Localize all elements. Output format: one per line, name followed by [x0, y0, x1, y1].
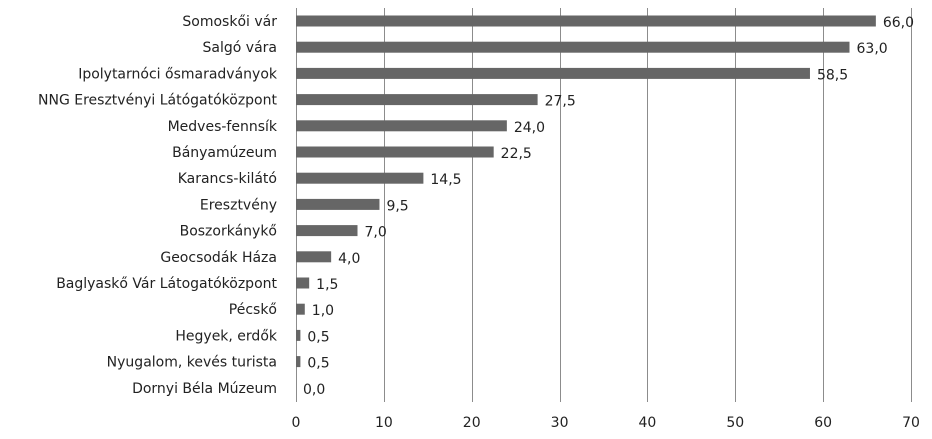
data-label: 27,5: [545, 94, 576, 110]
bar: [296, 251, 332, 263]
data-label: 0,0: [303, 382, 325, 398]
data-label: 9,5: [386, 198, 408, 214]
category-label: Dornyi Béla Múzeum: [132, 381, 277, 397]
x-tick-label: 30: [551, 415, 569, 431]
bar: [296, 225, 358, 237]
bar: [296, 303, 305, 315]
data-label: 4,0: [338, 251, 360, 267]
data-label: 14,5: [430, 172, 461, 188]
x-tick-label: 50: [726, 415, 744, 431]
category-label: Boszorkánykő: [180, 224, 277, 240]
data-label: 66,0: [883, 15, 914, 31]
data-label: 24,0: [514, 120, 545, 136]
x-tick-label: 10: [375, 415, 393, 431]
x-tick-label: 40: [639, 415, 657, 431]
category-label: Nyugalom, kevés turista: [107, 355, 277, 371]
category-labels: Somoskői vár Salgó vára Ipolytarnóci ősmar…: [38, 14, 278, 397]
x-tick-label: 0: [292, 415, 301, 431]
bar: [296, 15, 876, 27]
bar: [296, 120, 507, 132]
category-label: NNG Eresztvényi Látógatóközpont: [38, 93, 277, 109]
data-label: 1,5: [316, 277, 338, 293]
category-label: Bányamúzeum: [172, 145, 277, 161]
bar: [296, 277, 310, 289]
bar: [296, 67, 810, 79]
bars: [296, 15, 876, 368]
data-label: 1,0: [312, 303, 334, 319]
data-label: 0,5: [307, 356, 329, 372]
bar: [296, 356, 301, 368]
data-label: 63,0: [857, 41, 888, 57]
bar: [296, 329, 301, 341]
category-label: Karancs-kilátó: [178, 171, 277, 187]
category-label: Medves-fennsík: [168, 119, 278, 135]
x-axis-tick-labels: 0 10 20 30 40 50 60 70: [292, 415, 920, 431]
bar: [296, 198, 380, 210]
category-label: Eresztvény: [200, 197, 277, 213]
category-label: Ipolytarnóci ősmaradványok: [78, 66, 278, 82]
x-tick-label: 20: [463, 415, 481, 431]
data-label: 7,0: [365, 225, 387, 241]
bar: [296, 172, 424, 184]
data-label: 0,5: [307, 329, 329, 345]
x-tick-label: 60: [814, 415, 832, 431]
category-label: Somoskői vár: [182, 14, 277, 30]
category-label: Hegyek, erdők: [175, 328, 278, 344]
category-label: Geocsodák Háza: [160, 250, 277, 266]
bar: [296, 41, 850, 53]
data-label: 22,5: [501, 146, 532, 162]
bar: [296, 94, 538, 106]
category-label: Baglyaskő Vár Látogatóközpont: [56, 276, 277, 292]
x-tick-label: 70: [902, 415, 920, 431]
category-label: Salgó vára: [203, 40, 277, 56]
bar: [296, 146, 494, 158]
data-label: 58,5: [817, 67, 848, 83]
category-label: Pécskő: [229, 302, 277, 318]
value-labels: 66,0 63,0 58,5 27,524,0 22,5 14,5 9,5 7,0 4,01,5…: [303, 15, 914, 398]
